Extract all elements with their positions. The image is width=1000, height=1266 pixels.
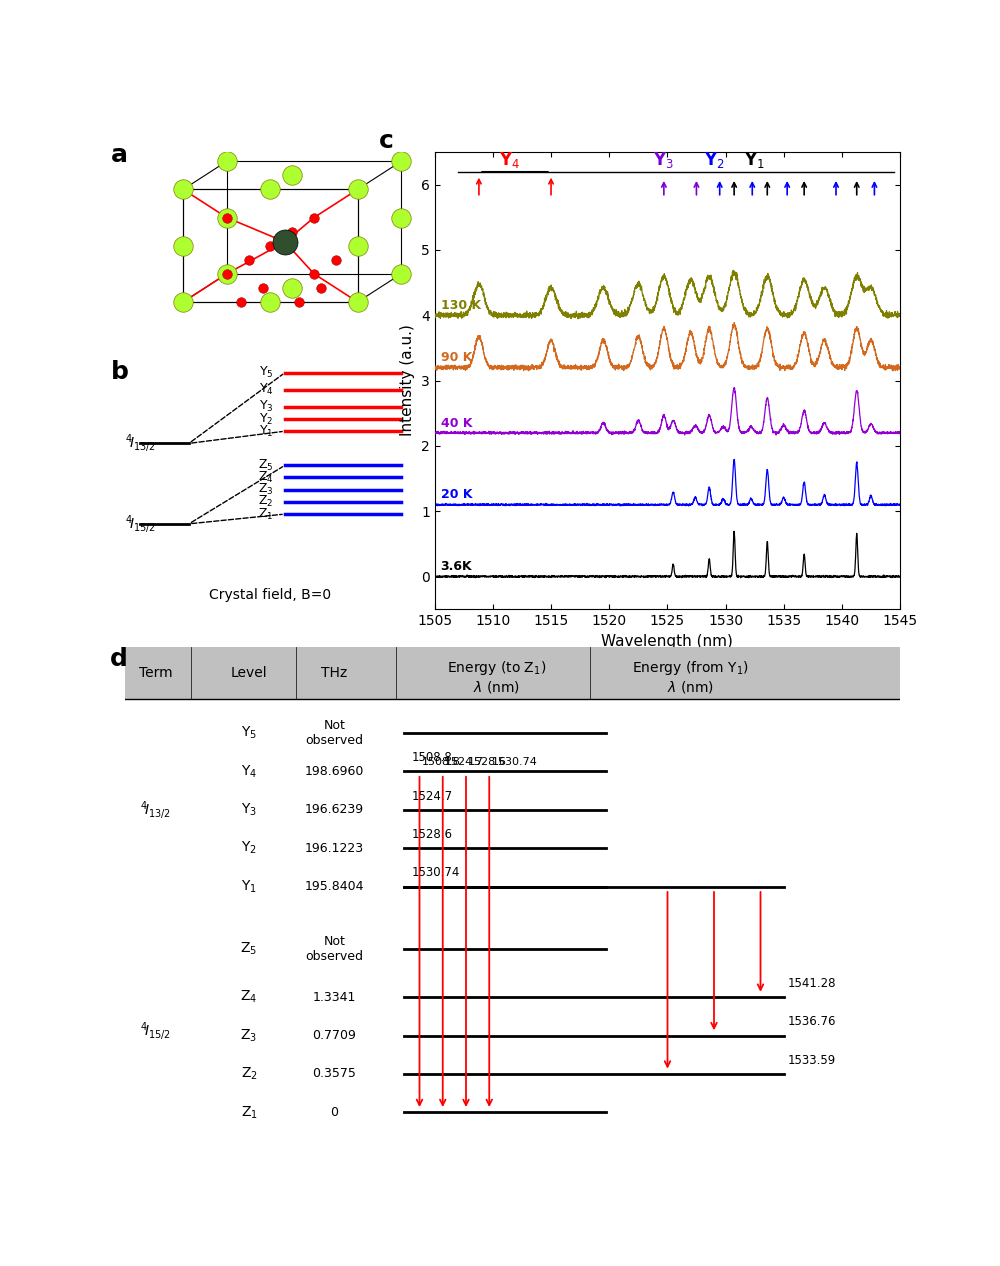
Text: Y$_2$: Y$_2$ [259,411,273,427]
Text: 40 K: 40 K [441,417,472,429]
Text: Y$_1$: Y$_1$ [259,424,273,439]
Text: Y$_2$: Y$_2$ [241,841,257,857]
Text: 0.3575: 0.3575 [312,1067,356,1080]
Text: Z$_2$: Z$_2$ [241,1066,257,1082]
Text: Y$_4$: Y$_4$ [259,382,273,398]
Text: 1530.74: 1530.74 [492,757,537,767]
Text: 1508.8: 1508.8 [412,751,452,765]
Text: Y$_3$: Y$_3$ [259,399,273,414]
Text: Energy (from Y$_1$): Energy (from Y$_1$) [632,660,749,677]
X-axis label: Wavelength (nm): Wavelength (nm) [601,633,733,648]
Text: Crystal field, B=0: Crystal field, B=0 [209,587,331,601]
Text: Y$_2$: Y$_2$ [704,149,724,170]
Text: b: b [110,361,128,385]
Text: 1.3341: 1.3341 [313,990,356,1004]
Text: Z$_4$: Z$_4$ [258,470,273,485]
Text: 1508.8: 1508.8 [422,757,461,767]
Text: Z$_4$: Z$_4$ [240,989,258,1005]
Text: Term: Term [139,666,173,680]
Text: 0.7709: 0.7709 [312,1029,356,1042]
Text: a: a [110,143,127,167]
Text: 1524.7: 1524.7 [412,790,453,803]
Text: Not
observed: Not observed [305,936,363,963]
Text: 1536.76: 1536.76 [788,1015,836,1028]
Text: Level: Level [231,666,267,680]
Text: Y$_5$: Y$_5$ [241,725,257,742]
Text: $^{4}\!\mathit{I}_{13/2}$: $^{4}\!\mathit{I}_{13/2}$ [125,433,156,454]
Text: $\lambda$ (nm): $\lambda$ (nm) [667,680,714,695]
Text: 196.6239: 196.6239 [305,804,364,817]
Text: 130 K: 130 K [441,299,481,311]
Bar [125,647,900,699]
Text: $^{4}\!\mathit{I}_{13/2}$: $^{4}\!\mathit{I}_{13/2}$ [140,799,172,820]
Text: $^{4}\!\mathit{I}_{15/2}$: $^{4}\!\mathit{I}_{15/2}$ [125,513,156,534]
Text: 20 K: 20 K [441,489,472,501]
Text: 3.6K: 3.6K [441,561,472,573]
Y-axis label: Intensity (a.u.): Intensity (a.u.) [400,324,415,437]
Text: 1533.59: 1533.59 [788,1053,836,1067]
Text: Z$_1$: Z$_1$ [241,1104,257,1120]
Text: Z$_3$: Z$_3$ [258,482,273,498]
Text: Y$_5$: Y$_5$ [259,365,273,380]
Text: THz: THz [321,666,347,680]
Text: 1528.6: 1528.6 [468,757,507,767]
Text: Z$_2$: Z$_2$ [258,494,273,509]
Text: 1530.74: 1530.74 [412,866,460,880]
Text: Y$_3$: Y$_3$ [241,801,257,818]
Text: Energy (to Z$_1$): Energy (to Z$_1$) [447,660,547,677]
Text: Y$_1$: Y$_1$ [241,879,257,895]
Text: $^{4}\!\mathit{I}_{15/2}$: $^{4}\!\mathit{I}_{15/2}$ [140,1020,172,1042]
Text: Z$_5$: Z$_5$ [240,941,258,957]
Text: Z$_1$: Z$_1$ [258,506,273,522]
Text: c: c [379,129,394,153]
Text: 0: 0 [330,1105,338,1119]
Text: Y$_3$: Y$_3$ [653,149,674,170]
Text: 1541.28: 1541.28 [788,977,836,990]
Text: Y$_1$: Y$_1$ [744,149,765,170]
Text: 1528.6: 1528.6 [412,828,453,841]
Text: 196.1223: 196.1223 [305,842,364,855]
Text: Y$_4$: Y$_4$ [241,763,257,780]
Text: Z$_3$: Z$_3$ [240,1027,258,1043]
Text: 90 K: 90 K [441,351,472,365]
Text: Z$_5$: Z$_5$ [258,458,273,473]
Text: Y$_4$: Y$_4$ [499,149,520,170]
Text: Not
observed: Not observed [305,719,363,747]
Text: $\lambda$ (nm): $\lambda$ (nm) [473,680,521,695]
Text: d: d [110,647,127,671]
Text: 1524.7: 1524.7 [445,757,484,767]
Text: 195.8404: 195.8404 [304,880,364,894]
Text: 198.6960: 198.6960 [305,765,364,779]
